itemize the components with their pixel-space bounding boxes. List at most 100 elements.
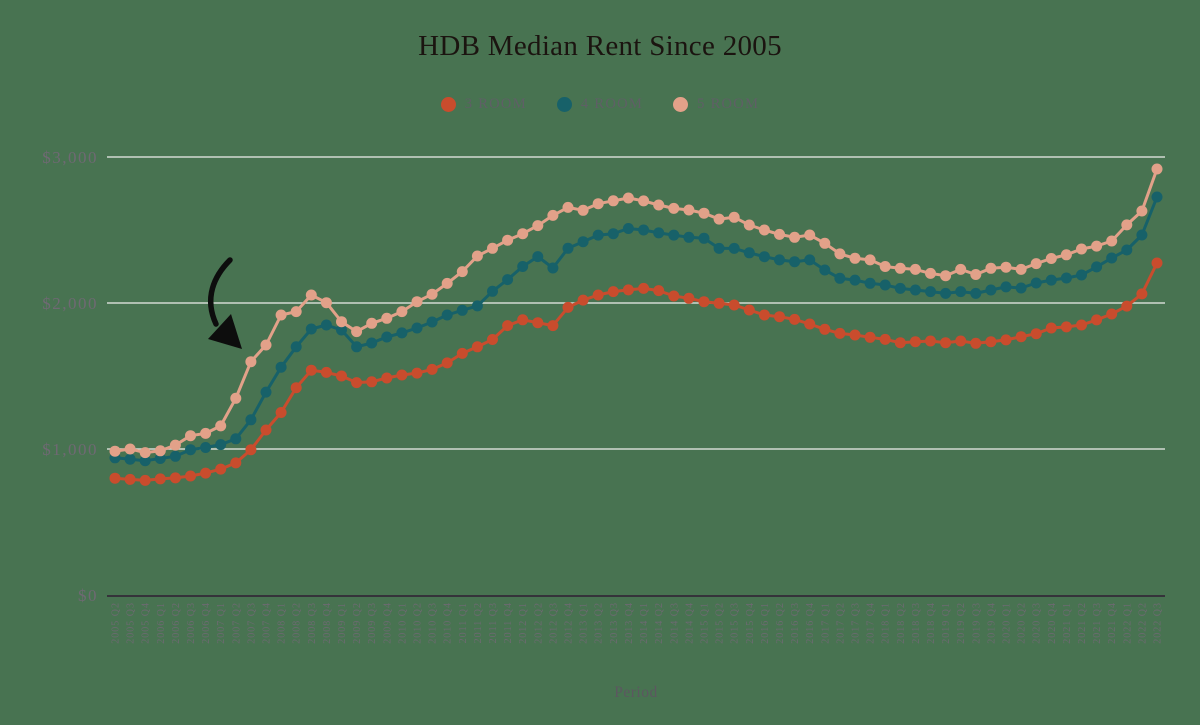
data-point-4-room [653, 227, 665, 239]
data-point-3-room [200, 467, 212, 479]
legend-label-5-room: 5 ROOM [697, 96, 760, 112]
x-tick-label: 2010 Q4 [443, 602, 454, 644]
data-point-4-room [728, 242, 740, 254]
data-point-3-room [275, 407, 287, 418]
data-point-5-room [970, 269, 982, 280]
data-point-3-room [577, 294, 589, 306]
data-point-4-room [381, 331, 393, 343]
x-tick-label: 2019 Q2 [956, 602, 967, 644]
data-point-3-room [487, 334, 498, 345]
data-point-5-room [940, 270, 952, 282]
data-point-3-room [1015, 331, 1027, 343]
data-point-3-room [471, 341, 483, 353]
data-point-3-room [230, 457, 242, 469]
data-point-5-room [774, 228, 785, 240]
data-point-4-room [789, 256, 801, 268]
data-point-4-room [245, 414, 257, 426]
y-tick-label: $2,000 [42, 294, 98, 313]
data-point-3-room [1136, 288, 1148, 300]
data-point-3-room [592, 289, 604, 301]
legend-item-3-room: 3 ROOM [440, 96, 527, 113]
data-point-5-room [1000, 261, 1012, 273]
x-tick-label: 2012 Q3 [548, 602, 559, 644]
data-point-3-room [622, 284, 634, 296]
data-point-4-room [1151, 191, 1163, 203]
data-point-4-room [819, 264, 831, 276]
data-point-4-room [517, 261, 529, 272]
x-tick-label: 2015 Q3 [730, 602, 741, 644]
x-tick-label: 2009 Q4 [382, 602, 393, 644]
data-point-5-room [653, 199, 665, 211]
data-series [109, 163, 1163, 486]
data-point-4-room [834, 272, 846, 284]
data-point-4-room [215, 439, 227, 451]
x-tick-label: 2008 Q2 [292, 602, 303, 644]
data-point-5-room [728, 211, 740, 223]
data-point-4-room [1015, 282, 1027, 294]
legend-label-4-room: 4 ROOM [580, 96, 644, 112]
x-tick-label: 2014 Q4 [684, 602, 695, 644]
data-point-3-room [713, 297, 725, 309]
data-point-5-room [215, 420, 227, 432]
x-tick-label: 2012 Q4 [564, 602, 575, 644]
data-point-4-room [894, 282, 906, 294]
data-point-5-room [1030, 258, 1042, 270]
data-point-3-room [109, 472, 121, 484]
x-tick-label: 2016 Q3 [790, 602, 801, 644]
x-tick-label: 2006 Q1 [156, 602, 167, 644]
data-point-5-room [819, 237, 831, 249]
data-point-5-room [713, 213, 725, 225]
data-point-4-room [970, 287, 982, 299]
data-point-4-room [713, 242, 725, 254]
x-tick-label: 2017 Q2 [835, 602, 846, 644]
data-point-4-room [200, 442, 212, 453]
x-tick-label: 2016 Q1 [760, 602, 771, 644]
data-point-4-room [320, 319, 332, 331]
data-point-3-room [215, 463, 227, 475]
x-tick-label: 2007 Q1 [216, 602, 227, 644]
data-point-3-room [743, 304, 755, 316]
data-point-3-room [894, 337, 906, 349]
data-point-4-room [955, 286, 967, 298]
data-point-4-room [169, 450, 181, 462]
legend-dot-3-room-icon [440, 97, 456, 112]
data-point-4-room [698, 232, 710, 244]
data-point-3-room [351, 377, 363, 389]
data-point-4-room [260, 386, 272, 398]
data-point-5-room [577, 204, 589, 216]
data-point-4-room [849, 274, 861, 286]
data-point-3-room [728, 299, 740, 311]
data-point-5-room [743, 219, 755, 231]
data-point-4-room [562, 242, 574, 254]
data-point-3-room [532, 317, 544, 329]
data-point-4-room [487, 285, 498, 297]
data-point-5-room [200, 427, 212, 439]
data-point-5-room [471, 250, 483, 262]
x-tick-label: 2019 Q1 [941, 602, 952, 644]
data-point-3-room [698, 296, 710, 308]
data-point-5-room [1106, 235, 1118, 247]
data-point-4-room [774, 254, 785, 266]
x-tick-label: 2020 Q3 [1032, 602, 1043, 644]
data-point-3-room [668, 290, 680, 302]
data-point-4-room [336, 324, 347, 336]
data-point-3-room [562, 301, 574, 313]
data-point-5-room [154, 445, 166, 457]
data-point-5-room [1091, 240, 1103, 252]
data-point-3-room [441, 357, 453, 369]
data-point-5-room [381, 312, 393, 324]
legend: 3 ROOM 4 ROOM 5 ROOM [0, 96, 1200, 113]
data-point-5-room [502, 234, 514, 246]
data-point-5-room [547, 209, 559, 221]
data-point-4-room [471, 300, 483, 312]
data-point-4-room [1121, 244, 1133, 256]
data-point-3-room [985, 336, 997, 348]
data-point-3-room [849, 329, 861, 341]
data-point-3-room [909, 336, 921, 348]
data-point-5-room [1076, 243, 1087, 255]
x-tick-label: 2014 Q3 [669, 602, 680, 644]
data-point-5-room [411, 296, 423, 308]
data-point-4-room [154, 453, 166, 464]
data-point-4-room [275, 361, 287, 373]
data-point-3-room [638, 282, 650, 294]
